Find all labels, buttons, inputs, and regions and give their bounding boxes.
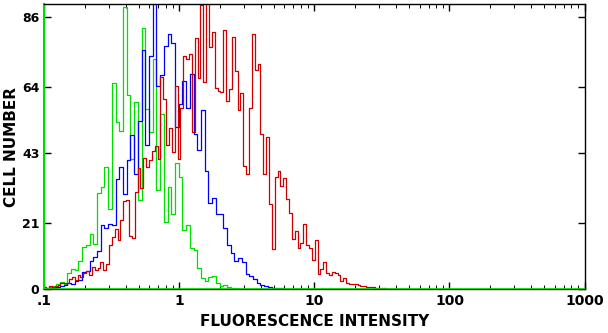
X-axis label: FLUORESCENCE INTENSITY: FLUORESCENCE INTENSITY bbox=[200, 314, 429, 329]
Y-axis label: CELL NUMBER: CELL NUMBER bbox=[4, 87, 19, 207]
